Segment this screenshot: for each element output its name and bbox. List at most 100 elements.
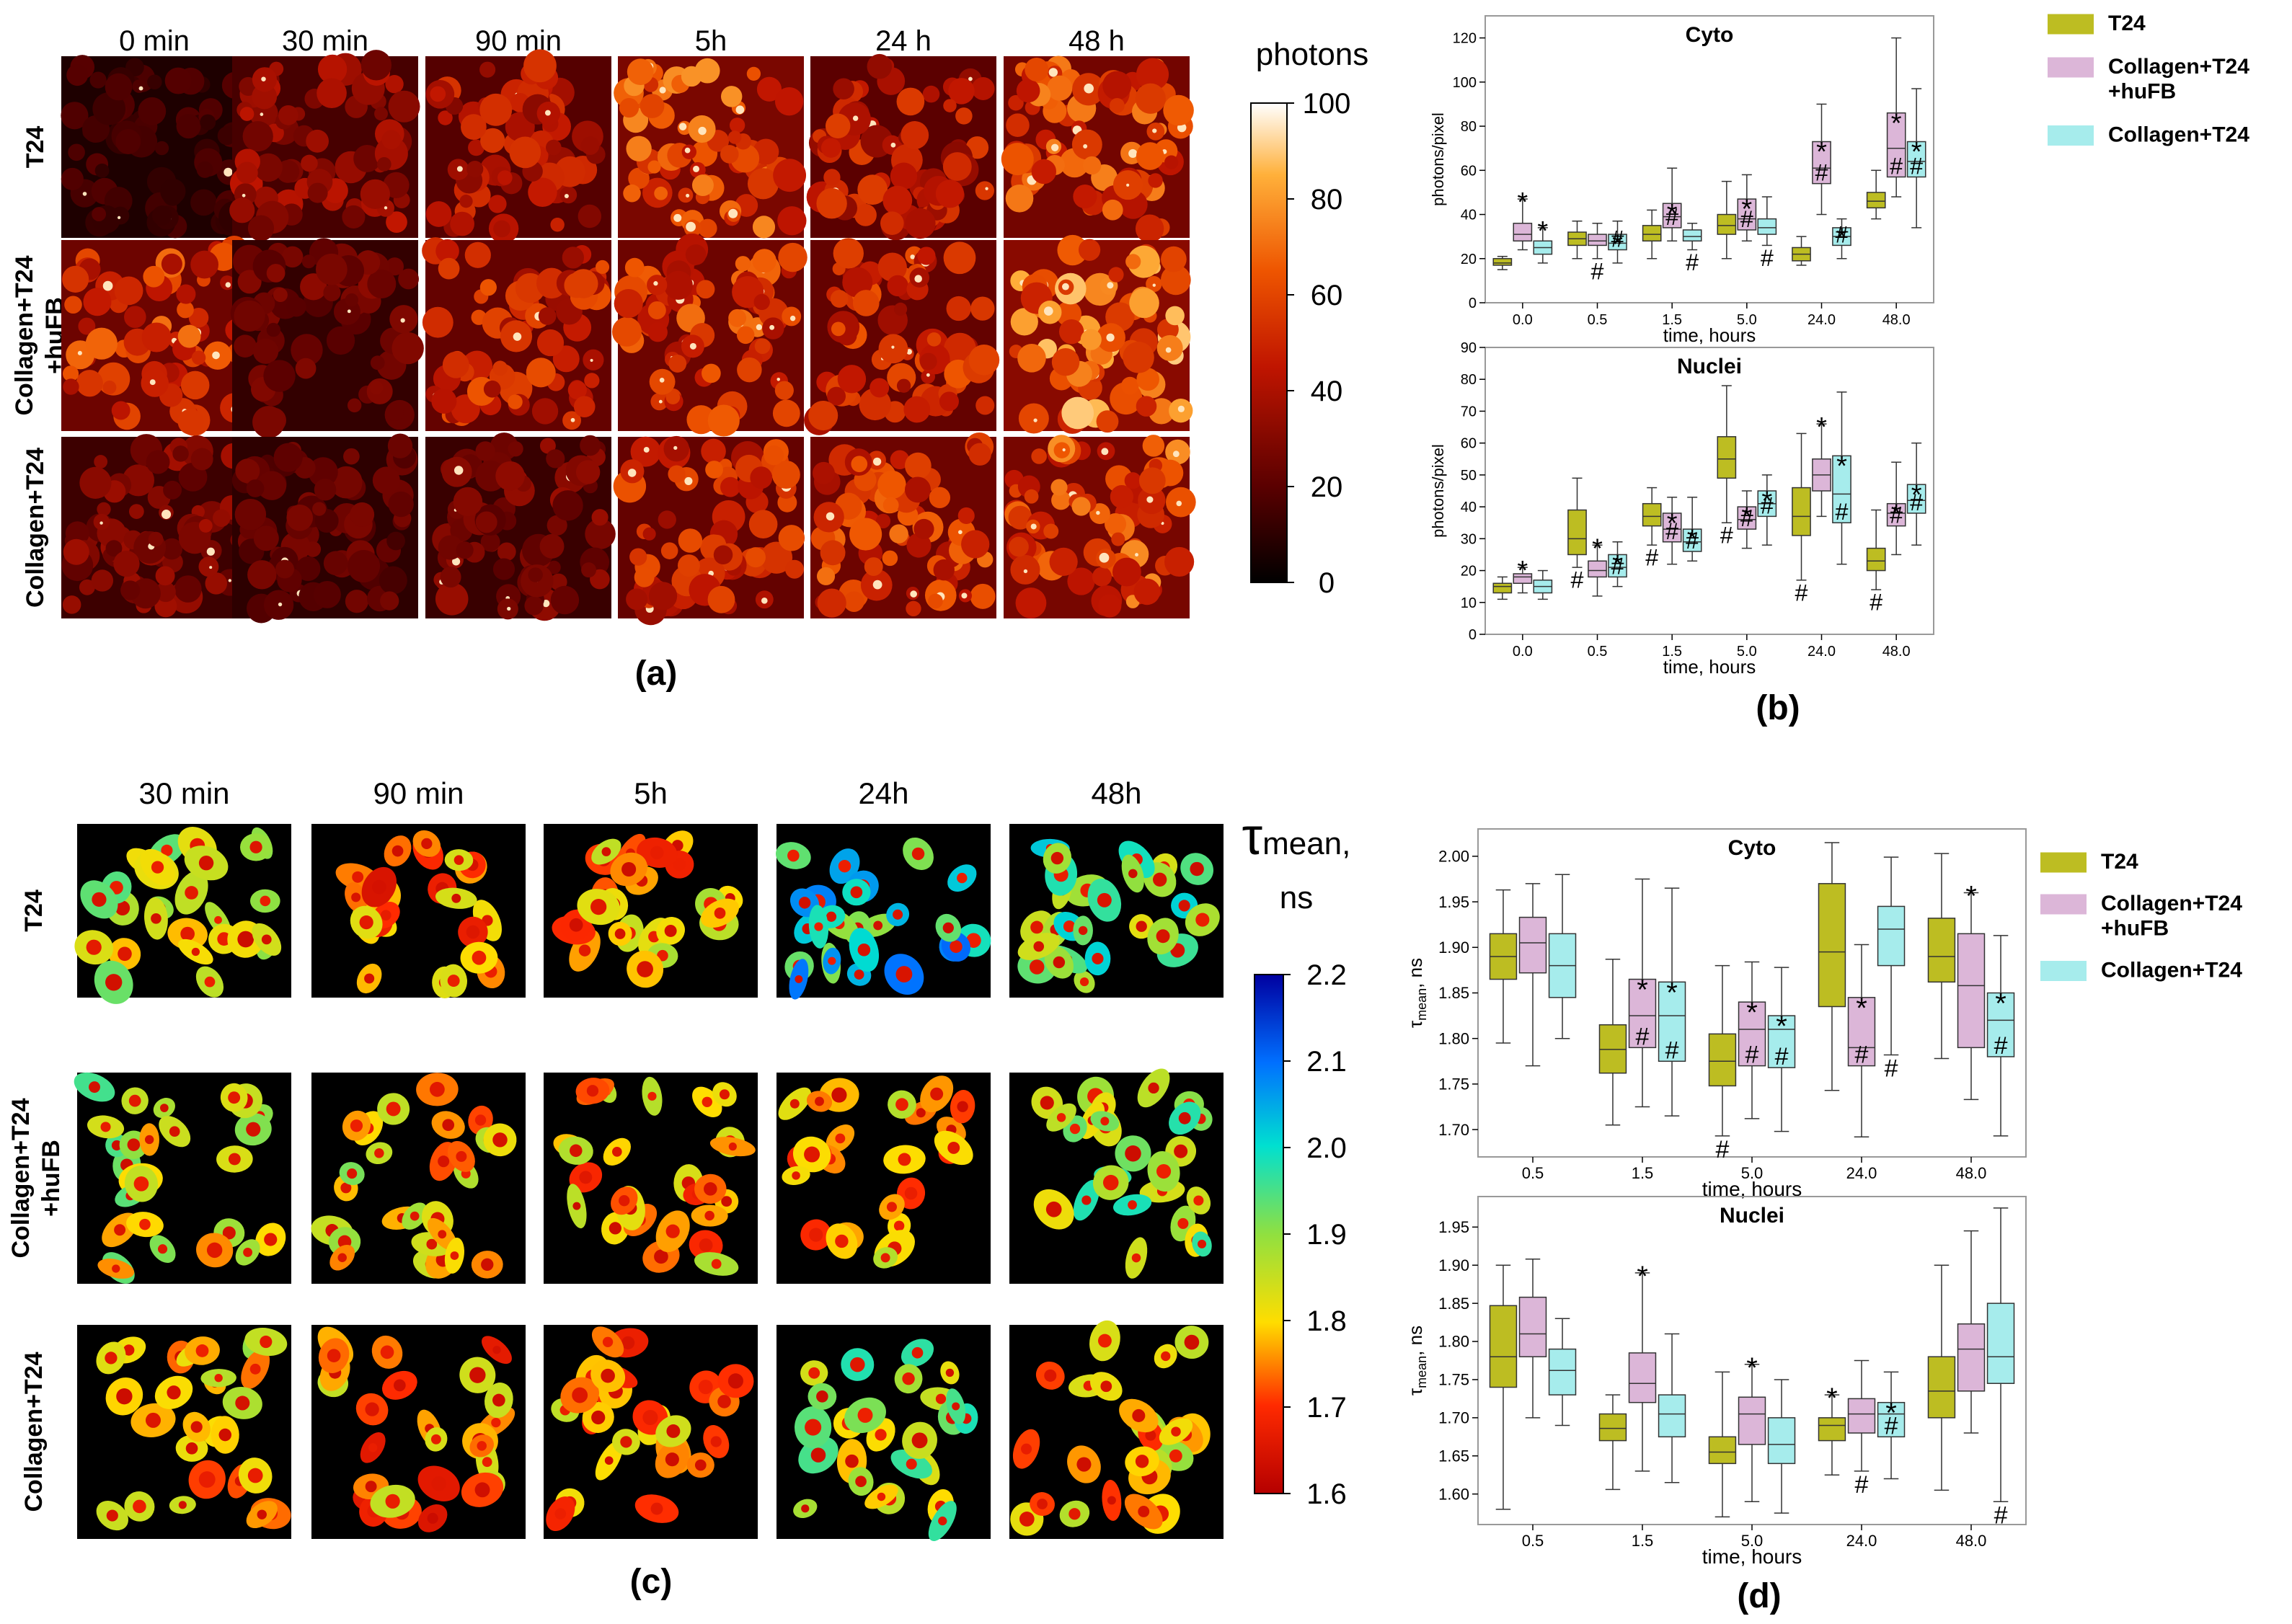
box-b-nuclei-s0-c5: # xyxy=(1866,509,1886,616)
cell-blob xyxy=(425,201,452,227)
cell-nucleus xyxy=(673,858,686,871)
cell-blob xyxy=(63,378,79,395)
cell-blob xyxy=(76,370,103,397)
cell-blob xyxy=(922,85,940,103)
x-tick-label: 24.0 xyxy=(1808,312,1836,328)
cell-nucleus xyxy=(410,1211,420,1221)
cell-nucleus xyxy=(235,1396,250,1411)
significance-hash: # xyxy=(1836,221,1849,247)
cell-blob xyxy=(174,575,202,603)
cell-nucleus xyxy=(694,1459,707,1471)
bright-spot xyxy=(689,342,696,350)
cell-nucleus xyxy=(178,1501,187,1509)
cell-blob xyxy=(347,549,381,583)
cell-blob xyxy=(176,114,201,139)
box-iqr xyxy=(1957,933,1986,1049)
cell-nucleus xyxy=(893,1220,905,1231)
cell-nucleus xyxy=(190,1421,203,1433)
cell-blob xyxy=(213,509,231,527)
significance-star: * xyxy=(1637,1261,1648,1292)
y-tick-label: 80 xyxy=(1461,119,1477,135)
cell-blob xyxy=(851,456,868,473)
cell-blob xyxy=(115,129,141,154)
cell-blob xyxy=(492,558,516,580)
significance-hash: # xyxy=(1665,518,1678,544)
cell-blob xyxy=(926,332,942,347)
cell-blob xyxy=(254,153,283,182)
cell-blob xyxy=(713,545,733,564)
cell-blob xyxy=(626,588,648,611)
cell-blob xyxy=(196,161,213,178)
cell-blob xyxy=(475,511,497,533)
cell-nucleus xyxy=(133,1176,149,1192)
box-iqr xyxy=(1658,1394,1686,1438)
cell-blob xyxy=(1163,94,1194,126)
cell-nucleus xyxy=(702,1096,712,1107)
box-b-nuclei-s2-c4: *# xyxy=(1832,391,1851,565)
cell-nucleus xyxy=(1069,1123,1081,1135)
box-b-nuclei-s1-c0: * xyxy=(1513,556,1533,594)
cell-blob xyxy=(374,107,388,121)
cell-nucleus xyxy=(906,1458,917,1470)
cell-nucleus xyxy=(721,1196,733,1207)
cell-blob xyxy=(176,284,196,304)
cell-nucleus xyxy=(169,1126,180,1137)
cell-blob xyxy=(177,301,194,319)
box-b-nuclei-s1-c3: *# xyxy=(1737,490,1757,549)
photons-colorbar xyxy=(1250,102,1288,583)
box-iqr xyxy=(1986,1303,2015,1384)
cell-nucleus xyxy=(1050,851,1064,865)
legend-swatch xyxy=(2048,125,2094,146)
box-b-nuclei-s2-c2: *# xyxy=(1682,497,1702,562)
cell-blob xyxy=(893,302,908,316)
cell-blob xyxy=(728,309,747,327)
box-d-cyto-s0-c3 xyxy=(1818,842,1846,1091)
flim-image-r2-c0 xyxy=(77,1325,291,1539)
significance-star: * xyxy=(1537,216,1548,247)
cell-blob xyxy=(235,458,260,484)
cell-blob xyxy=(360,179,390,209)
cell-blob xyxy=(317,78,347,109)
cell-blob xyxy=(681,66,702,87)
cell-blob xyxy=(438,257,460,280)
cell-blob xyxy=(580,136,600,155)
cell-nucleus xyxy=(586,1085,599,1097)
cell-nucleus xyxy=(1063,920,1076,933)
legend-label-line: Collagen+T24 xyxy=(2101,959,2242,982)
bright-spot xyxy=(118,216,121,219)
cell-blob xyxy=(326,326,355,355)
legend-item-0: T24 xyxy=(2040,850,2138,874)
photons-colorbar-tick-label: 0 xyxy=(1319,567,1335,599)
bright-spot xyxy=(138,86,143,91)
box-iqr xyxy=(1492,258,1513,266)
cell-blob xyxy=(1049,547,1078,576)
cell-nucleus xyxy=(115,900,130,915)
cell-blob xyxy=(735,256,751,272)
cell-blob xyxy=(677,554,700,577)
x-tick-label: 1.5 xyxy=(1632,1164,1654,1182)
y-tick-label: 40 xyxy=(1461,500,1477,515)
cell-nucleus xyxy=(249,1363,261,1375)
cell-blob xyxy=(627,58,654,86)
box-d-cyto-s1-c0 xyxy=(1518,883,1547,1067)
photon-image-r1-c4 xyxy=(804,238,1000,435)
cell-nucleus xyxy=(86,939,102,955)
panel-a-label: (a) xyxy=(635,655,678,693)
cell-blob xyxy=(575,460,601,484)
cell-blob xyxy=(1098,594,1122,618)
cell-blob xyxy=(323,283,341,302)
cell-blob xyxy=(813,461,835,484)
column-header-c-4: 48h xyxy=(1091,776,1141,810)
cell-blob xyxy=(746,66,761,81)
cell-blob xyxy=(844,591,864,612)
box-b-nuclei-s2-c3: *# xyxy=(1757,474,1777,546)
box-iqr xyxy=(1518,916,1547,974)
cell-nucleus xyxy=(642,1409,658,1426)
legend-label: Collagen+T24 +huFB xyxy=(2101,892,2242,941)
cell-blob xyxy=(317,54,348,84)
cell-nucleus xyxy=(877,1492,886,1501)
cell-blob xyxy=(720,145,739,164)
cell-blob xyxy=(1128,245,1160,278)
cell-nucleus xyxy=(602,1336,614,1347)
